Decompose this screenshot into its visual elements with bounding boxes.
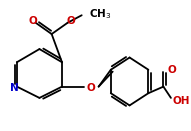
Text: O: O: [28, 16, 37, 26]
Text: CH$_3$: CH$_3$: [89, 7, 112, 21]
Text: O: O: [167, 65, 176, 75]
Text: OH: OH: [173, 96, 190, 106]
Text: O: O: [67, 16, 76, 26]
Text: O: O: [87, 83, 96, 93]
Text: N: N: [10, 83, 19, 93]
